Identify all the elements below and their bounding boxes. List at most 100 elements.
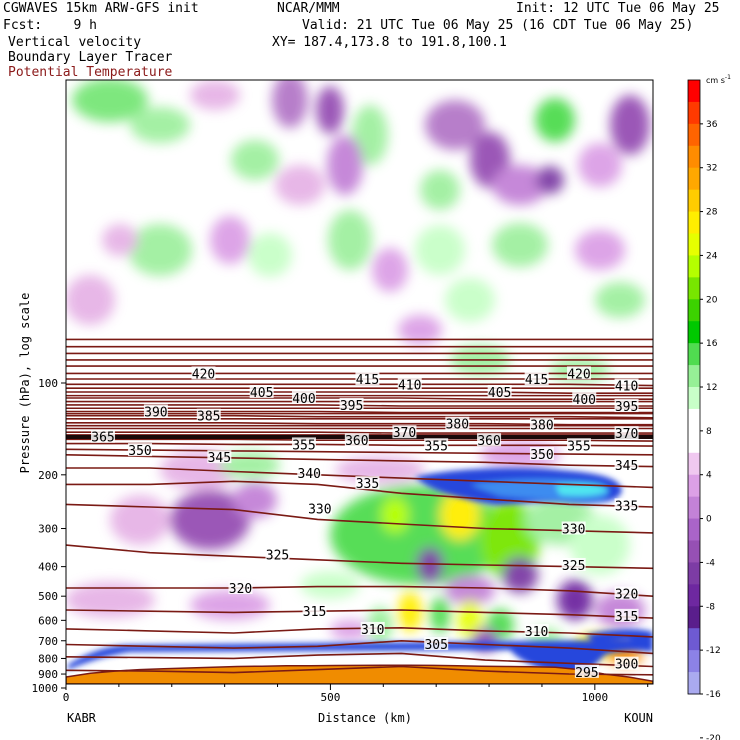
theta-label: 355 [424,439,447,454]
field-vertical-velocity: Vertical velocity [8,35,142,50]
y-axis-label: Pressure (hPa), log scale [18,293,32,474]
x-tick-label: 0 [63,691,70,704]
theta-label: 415 [356,373,379,388]
colorbar-swatch [688,189,700,213]
theta-label: 365 [91,431,114,446]
theta-label: 415 [525,373,548,388]
theta-label: 325 [562,559,585,574]
theta-label: 380 [446,418,469,433]
colorbar-label: -16 [706,690,721,700]
y-tick-label: 700 [38,635,58,648]
theta-contour-345 [66,454,653,468]
theta-label-background [477,433,502,447]
theta-label-background [355,371,380,385]
y-tick-label: 200 [38,469,58,482]
theta-label-background [524,623,549,637]
colorbar-label: -12 [706,646,721,656]
theta-contour-370 [66,431,653,434]
theta-label: 310 [525,625,548,640]
theta-label: 400 [573,393,596,408]
theta-label: 335 [356,477,379,492]
init-time: Init: 12 UTC Tue 06 May 25 [516,1,720,16]
colorbar-label: 28 [706,208,718,218]
theta-label: 380 [530,419,553,434]
theta-label: 330 [562,523,585,538]
colorbar-unit: cm s-1 [706,74,731,85]
colorbar-swatch [688,430,700,454]
theta-label-background [302,604,327,618]
theta-label-background [487,384,512,398]
colorbar-swatch [688,80,700,103]
field-potential-temperature: Potential Temperature [8,65,173,80]
colorbar-swatch [688,540,700,563]
colorbar-label: -8 [706,602,715,612]
colorbar-swatch [688,321,700,344]
theta-label: 335 [615,499,638,514]
colorbar-label: 32 [706,164,717,174]
theta-label: 315 [303,605,326,620]
theta-label-background [91,429,116,443]
colorbar-swatch [688,606,700,629]
cross-section-endpoints: XY= 187.4,173.8 to 191.8,100.1 [272,35,507,50]
theta-label-background [561,557,586,571]
theta-label: 350 [128,444,151,459]
organization: NCAR/MMM [277,1,340,16]
colorbar-swatch [688,211,700,234]
theta-label: 300 [615,658,638,673]
colorbar-swatch [688,255,700,278]
theta-label: 395 [615,400,638,415]
theta-label-background [228,580,253,594]
vertical-velocity-field [66,80,653,676]
colorbar-swatch [688,101,700,125]
theta-contour-350 [66,448,653,456]
model-title: CGWAVES 15km ARW-GFS init [3,1,199,16]
colorbar-swatch [688,365,700,388]
theta-label-background [566,366,591,380]
y-tick-label: 900 [38,668,58,681]
colorbar-swatch [688,628,700,651]
colorbar-swatch [688,299,700,322]
theta-contour-315 [66,609,653,619]
theta-label: 410 [398,378,421,393]
theta-contour-380 [66,421,653,426]
theta-label-background [128,443,153,457]
theta-label-background [191,366,216,380]
colorbar-swatch [688,474,700,498]
theta-label-background [291,437,316,451]
theta-label-background [424,438,449,452]
theta-label: 320 [229,582,252,597]
colorbar-swatch [688,123,700,147]
theta-label: 355 [567,439,590,454]
theta-label: 325 [266,548,289,563]
plot-frame [65,79,654,685]
colorbar-swatch [688,408,700,432]
theta-label-background [614,426,639,440]
colorbar-label: 0 [706,515,712,525]
y-tick-label: 500 [38,590,58,603]
theta-contour-310 [66,626,653,638]
theta-label: 345 [208,451,231,466]
colorbar-swatch [688,387,700,410]
theta-contour-330 [66,503,653,534]
y-tick-label: 1000 [32,682,59,695]
theta-contour-305 [66,639,653,655]
theta-label: 345 [615,459,638,474]
colorbar-swatch [688,145,700,169]
theta-label: 410 [615,380,638,395]
colorbar: 36 32 28 24 20 16 12 8 4 0 -4 -8 -12 -16 -20 [687,79,721,740]
theta-label: 370 [393,426,416,441]
theta-label-background [196,408,221,422]
y-tick-label: 400 [38,561,58,574]
theta-label-background [424,637,449,651]
theta-contour-405 [66,391,653,395]
theta-label-background [614,399,639,413]
theta-label: 370 [615,427,638,442]
theta-label: 315 [615,610,638,625]
colorbar-swatch [688,496,700,520]
theta-label: 320 [615,588,638,603]
colorbar-swatch [688,277,700,300]
theta-label: 390 [144,405,167,420]
colorbar-swatch [688,233,700,256]
theta-label: 360 [477,434,500,449]
colorbar-label: 20 [706,295,718,305]
